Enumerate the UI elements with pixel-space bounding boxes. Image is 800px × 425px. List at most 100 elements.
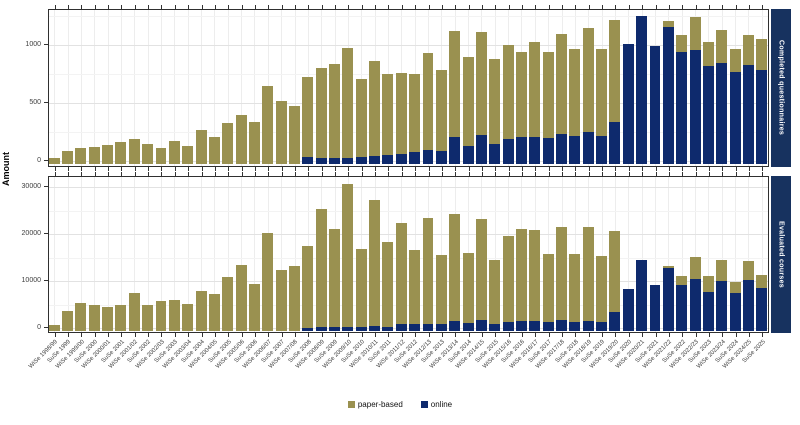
x-axis-tick <box>481 5 483 9</box>
bar-segment-paper-based <box>369 60 381 156</box>
bar-segment-online <box>329 327 341 331</box>
x-axis-tick <box>241 172 243 176</box>
bar-segment-paper-based <box>676 35 688 52</box>
x-axis-tick <box>174 333 176 337</box>
x-axis-tick <box>295 5 296 9</box>
bar-segment-online <box>435 150 447 164</box>
bar-segment-online <box>609 312 621 331</box>
bar-segment-paper-based <box>582 226 594 321</box>
gridline-vertical <box>254 10 256 166</box>
bar-segment-paper-based <box>716 30 728 64</box>
bar-segment-paper-based <box>369 200 381 326</box>
bar-segment-paper-based <box>395 73 407 154</box>
bar-segment-online <box>702 66 714 164</box>
bar-segment-online <box>382 326 394 331</box>
x-axis-tick <box>642 333 644 337</box>
bar-segment-online <box>622 288 634 331</box>
x-axis-tick <box>521 5 523 9</box>
bar-segment-paper-based <box>262 86 274 164</box>
x-axis-tick <box>708 333 710 337</box>
y-axis-title: Amount <box>1 152 11 186</box>
bar-segment-online <box>716 63 728 164</box>
gridline-minor <box>49 16 768 17</box>
bar-segment-paper-based <box>342 47 354 159</box>
bar-segment-online <box>315 158 327 164</box>
bar-segment-paper-based <box>596 256 608 323</box>
bar-segment-paper-based <box>596 48 608 136</box>
gridline-major <box>49 328 768 329</box>
gridline-vertical <box>601 177 603 332</box>
x-axis-tick <box>455 5 457 9</box>
bar-segment-paper-based <box>208 136 220 164</box>
bar-segment-paper-based <box>662 21 674 27</box>
x-axis-tick <box>455 333 457 337</box>
x-axis-tick <box>188 167 190 171</box>
bar-segment-online <box>582 320 594 331</box>
x-axis-tick <box>748 172 750 176</box>
x-axis-tick <box>108 167 110 171</box>
y-axis-tick-label: 0 <box>37 156 41 164</box>
x-axis-tick <box>548 172 550 176</box>
x-axis-tick <box>308 167 310 171</box>
x-axis-tick <box>54 172 56 176</box>
facet-panel <box>48 176 769 333</box>
x-axis-tick <box>81 172 83 176</box>
gridline-vertical <box>94 10 96 166</box>
gridline-vertical <box>160 177 162 332</box>
bar-segment-online <box>742 64 754 164</box>
x-axis-tick <box>615 333 617 337</box>
x-axis-tick <box>735 333 737 337</box>
gridline-vertical <box>294 177 296 332</box>
gridline-vertical <box>695 177 697 332</box>
x-axis-tick <box>602 333 604 337</box>
gridline-minor <box>49 257 768 259</box>
x-axis-tick <box>54 5 56 9</box>
x-axis-tick <box>521 333 523 337</box>
bar-segment-online <box>662 26 674 164</box>
y-axis-tick <box>44 280 48 281</box>
x-axis-tick <box>108 333 110 337</box>
x-axis-tick <box>535 333 537 337</box>
bar-segment-paper-based <box>128 138 140 164</box>
bar-segment-paper-based <box>75 303 87 331</box>
gridline-major <box>49 103 768 104</box>
chart-legend: paper-based online <box>0 400 800 409</box>
bar-segment-online <box>756 70 768 164</box>
bar-segment-online <box>395 323 407 331</box>
x-axis-tick <box>441 167 443 171</box>
bar-segment-online <box>409 324 421 331</box>
gridline-vertical <box>120 10 122 166</box>
gridline-minor <box>49 74 768 75</box>
x-axis-tick <box>241 333 243 337</box>
x-axis-tick <box>588 333 590 337</box>
x-axis-tick <box>695 172 697 176</box>
gridline-vertical <box>174 177 176 332</box>
y-axis-tick <box>44 160 48 161</box>
bar-segment-paper-based <box>742 261 754 280</box>
x-axis-tick <box>588 5 590 9</box>
x-axis-tick <box>201 172 203 176</box>
x-axis-tick <box>575 333 577 337</box>
x-axis-tick <box>722 167 724 171</box>
bar-segment-paper-based <box>702 276 714 292</box>
bar-segment-online <box>582 131 594 164</box>
bar-segment-paper-based <box>142 304 154 331</box>
x-axis-tick <box>134 167 136 171</box>
bar-segment-online <box>529 320 541 331</box>
bar-segment-online <box>382 155 394 164</box>
x-axis-tick <box>228 167 230 171</box>
x-axis-tick <box>321 172 323 176</box>
bar-segment-online <box>489 323 501 331</box>
bar-segment-online <box>596 135 608 164</box>
x-axis-tick <box>602 172 604 176</box>
x-axis-tick <box>148 167 150 171</box>
bar-segment-online <box>516 320 527 331</box>
bar-segment-paper-based <box>516 229 527 321</box>
x-axis-tick <box>121 172 123 176</box>
bar-segment-online <box>449 136 461 164</box>
bar-segment-paper-based <box>355 78 367 157</box>
x-axis-tick <box>682 5 684 9</box>
bar-segment-online <box>342 158 354 164</box>
x-axis-tick <box>68 5 70 9</box>
bar-segment-paper-based <box>689 16 701 50</box>
